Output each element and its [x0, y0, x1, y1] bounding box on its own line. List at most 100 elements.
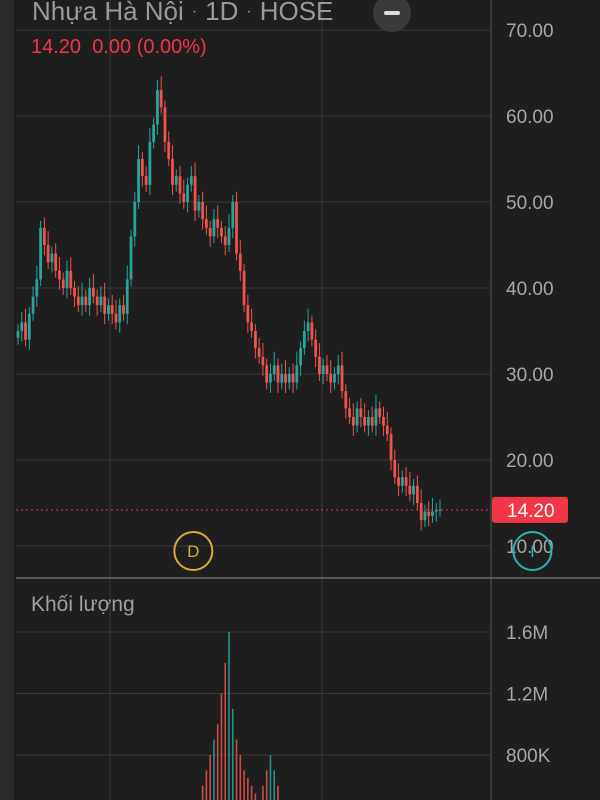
volume-bar: [269, 755, 272, 800]
candle-body: [423, 511, 427, 521]
candle-body: [171, 159, 174, 185]
candle-body: [163, 107, 167, 142]
candle-body: [107, 305, 110, 314]
candle-body: [223, 236, 227, 245]
candle-body: [201, 202, 205, 220]
candle-body: [58, 270, 61, 280]
candle-body: [363, 417, 367, 426]
candle-body: [189, 176, 193, 185]
candle-body: [382, 417, 385, 426]
volume-bar: [209, 755, 211, 800]
candle-body: [250, 322, 254, 331]
candle-body: [280, 374, 284, 383]
candle-body: [412, 485, 416, 495]
candle-body: [393, 460, 397, 478]
candle-body: [80, 296, 84, 306]
candle-body: [427, 511, 431, 516]
event-marker-i: [512, 531, 553, 571]
volume-tick-label: 800K: [506, 746, 551, 767]
event-marker-label: D: [187, 542, 199, 561]
candle-body: [314, 339, 318, 357]
candle-body: [246, 305, 250, 323]
candle-body: [220, 227, 223, 237]
candle-body: [431, 511, 434, 516]
candle-body: [340, 365, 344, 392]
candle-body: [321, 365, 325, 374]
candle-body: [287, 374, 291, 383]
candle-body: [20, 322, 24, 331]
price-tick-label: 60.00: [506, 107, 554, 128]
volume-bar: [254, 793, 257, 800]
candle-body: [73, 288, 76, 297]
candle-body: [133, 202, 137, 237]
volume-bar: [273, 770, 276, 800]
price-tick-label: 40.00: [506, 279, 554, 300]
volume-bar: [231, 708, 234, 800]
event-marker-label: I: [530, 542, 535, 561]
volume-bar: [250, 785, 253, 800]
candle-body: [400, 477, 404, 486]
candle-body: [118, 305, 122, 323]
last-price: 14.20: [31, 36, 82, 58]
candle-body: [95, 296, 99, 306]
volume-bar: [216, 724, 219, 800]
candle-body: [156, 90, 159, 125]
candle-body: [50, 253, 54, 263]
candle-body: [302, 331, 306, 349]
chart-header: Nhựa Hà Nội · 1D · HOSE: [32, 0, 333, 27]
candle-body: [261, 356, 265, 366]
candle-body: [46, 245, 50, 263]
price-change-percent: (0.00%): [136, 36, 207, 58]
candle-body: [174, 176, 178, 185]
volume-bar: [262, 785, 264, 800]
candle-body: [329, 374, 333, 383]
candle-body: [216, 219, 220, 228]
candle-body: [257, 348, 261, 357]
candle-body: [88, 288, 91, 306]
volume-bar: [224, 662, 227, 800]
candle-body: [114, 313, 118, 323]
candle-body: [404, 477, 408, 486]
candle-body: [378, 408, 382, 417]
candle-body: [42, 227, 46, 245]
candle-body: [284, 374, 287, 383]
candle-body: [122, 305, 125, 314]
candle-body: [272, 365, 276, 374]
volume-bar: [228, 632, 230, 800]
collapse-button[interactable]: [373, 0, 411, 32]
candle-body: [69, 270, 73, 288]
price-tick-label: 20.00: [506, 451, 554, 472]
volume-pane-label: Khối lượng: [31, 593, 135, 616]
candle-body: [54, 253, 58, 271]
candle-body: [65, 270, 69, 288]
price-summary: 14.20 0.00 (0.00%): [31, 36, 207, 59]
event-marker-d: [173, 531, 214, 571]
minus-icon: [384, 11, 400, 15]
candle-body: [253, 331, 257, 349]
candle-body: [276, 365, 280, 383]
volume-bar: [201, 785, 204, 800]
exchange-label: HOSE: [259, 0, 334, 26]
candle-body: [178, 176, 182, 194]
candle-body: [103, 296, 107, 314]
candle-body: [208, 227, 212, 237]
candle-body: [193, 176, 197, 211]
candle-body: [197, 202, 201, 211]
candle-body: [397, 477, 400, 486]
candle-body: [140, 159, 144, 177]
price-tick-label: 70.00: [506, 21, 554, 42]
candle-body: [24, 322, 27, 340]
candle-body: [182, 193, 186, 202]
price-tick-label: 30.00: [506, 365, 554, 386]
left-edge-strip: [0, 0, 14, 800]
candle-body: [99, 296, 103, 306]
volume-bar: [213, 739, 215, 800]
candle-body: [325, 365, 329, 374]
volume-bar: [247, 778, 249, 800]
candle-body: [227, 227, 231, 245]
candle-body: [419, 503, 423, 521]
candle-body: [336, 365, 340, 374]
candle-body: [159, 90, 163, 108]
volume-bar: [205, 770, 208, 800]
